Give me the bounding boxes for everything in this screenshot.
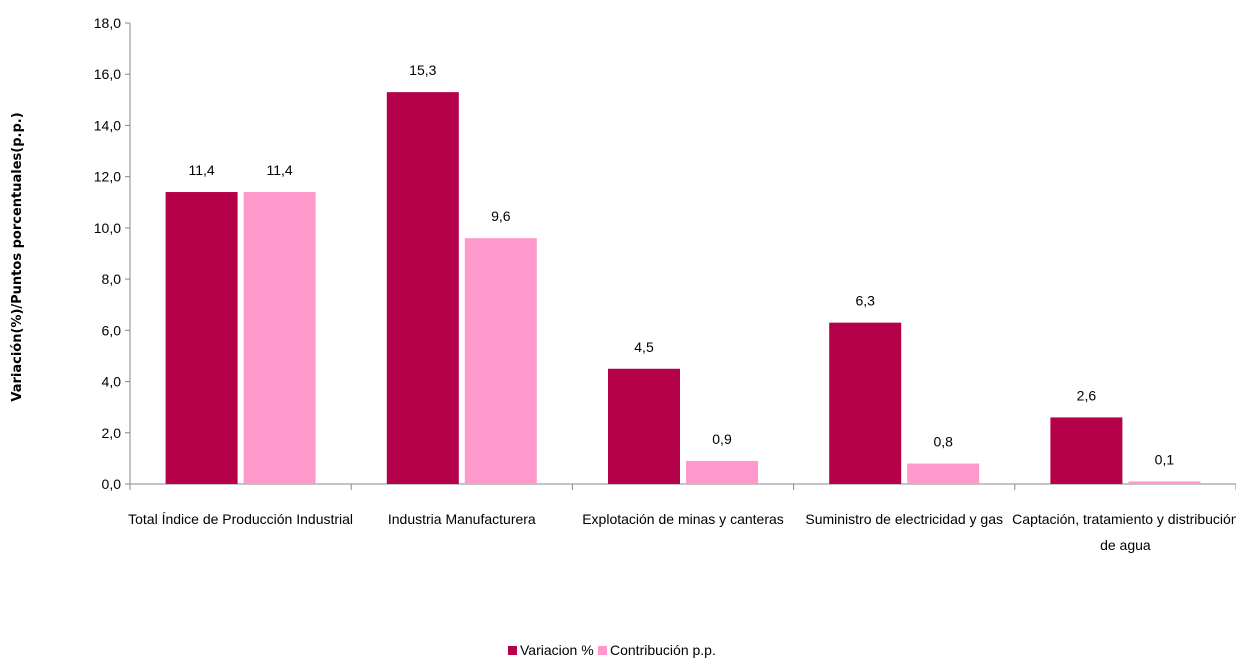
y-tick-labels: 0,0 2,0 4,0 6,0 8,0 10,0 12,0 14,0 16,0 18,0: [94, 15, 130, 492]
data-label: 0,8: [933, 434, 953, 450]
bar-series-1: [907, 463, 980, 484]
legend: Variacion % Contribución p.p.: [508, 642, 716, 658]
y-tick-label: 14,0: [94, 117, 121, 133]
y-tick-label: 2,0: [102, 425, 122, 441]
bar-series-1: [464, 238, 537, 484]
data-label: 0,1: [1155, 451, 1175, 467]
category-labels: Total Índice de Producción Industrial Ind…: [128, 511, 1236, 553]
bar-series-0: [386, 92, 459, 485]
y-axis-label-group: Variación(%)/Puntos porcentuales(p.p.): [10, 112, 25, 401]
data-label: 4,5: [634, 339, 654, 355]
y-tick-label: 10,0: [94, 220, 121, 236]
bars: [165, 92, 1201, 485]
data-labels: 11,4 11,4 15,3 9,6 4,5 0,9 6,3 0,8 2,6 0,1: [188, 62, 1174, 467]
y-tick-label: 12,0: [94, 169, 121, 185]
y-tick-label: 8,0: [102, 271, 122, 287]
y-tick-label: 0,0: [102, 476, 122, 492]
y-tick-label: 4,0: [102, 374, 122, 390]
data-label: 9,6: [491, 208, 511, 224]
legend-swatch-0: [508, 646, 517, 655]
category-label: Industria Manufacturera: [388, 511, 536, 527]
category-label: Total Índice de Producción Industrial: [128, 511, 353, 527]
category-label: de agua: [1100, 537, 1151, 553]
y-tick-label: 18,0: [94, 15, 121, 31]
data-label: 11,4: [188, 162, 214, 178]
y-axis-label: Variación(%)/Puntos porcentuales(p.p.): [10, 112, 25, 401]
bar-series-0: [608, 368, 680, 484]
legend-label: Variacion %: [520, 642, 594, 658]
category-label: Suministro de electricidad y gas: [805, 511, 1003, 527]
bar-series-0: [165, 192, 238, 485]
legend-label: Contribución p.p.: [610, 642, 716, 658]
y-tick-label: 6,0: [102, 322, 122, 338]
data-label: 6,3: [855, 293, 875, 309]
bar-series-1: [1128, 481, 1201, 484]
bar-series-1: [243, 192, 316, 485]
bar-series-1: [686, 460, 758, 484]
legend-swatch-1: [598, 646, 607, 655]
bar-series-0: [1050, 417, 1123, 484]
category-label: Captación, tratamiento y distribución: [1012, 511, 1236, 527]
data-label: 0,9: [712, 431, 732, 447]
y-tick-label: 16,0: [94, 66, 121, 82]
data-label: 11,4: [266, 162, 292, 178]
category-label: Explotación de minas y canteras: [582, 511, 784, 527]
bar-series-0: [829, 322, 902, 484]
data-label: 15,3: [409, 62, 436, 78]
data-label: 2,6: [1077, 387, 1097, 403]
